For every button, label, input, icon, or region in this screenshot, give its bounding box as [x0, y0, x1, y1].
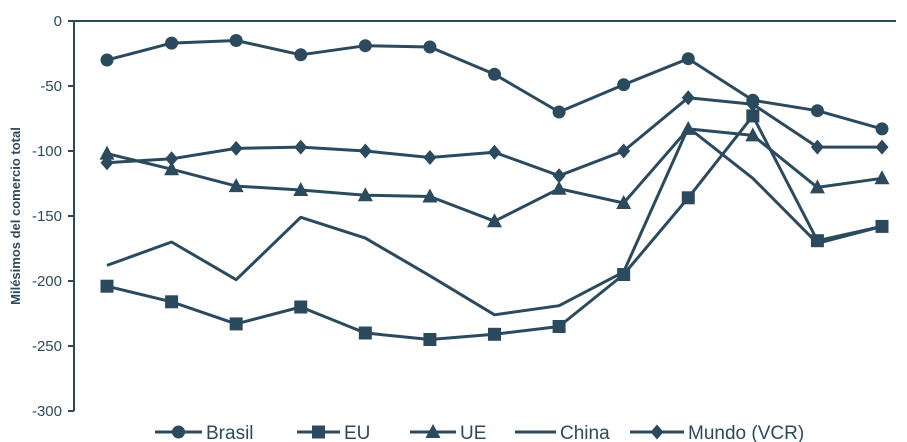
data-point-brasil: [358, 39, 372, 53]
legend-item-brasil: Brasil: [155, 423, 254, 442]
data-point-brasil: [100, 53, 114, 67]
data-point-ue: [745, 127, 761, 142]
data-point-ue: [164, 161, 180, 176]
data-point-brasil: [294, 48, 308, 62]
data-point-brasil: [552, 105, 566, 119]
y-tick-label: -150: [32, 208, 62, 225]
y-axis-title: Milésimos del comercio total: [8, 127, 23, 305]
data-point-mundo-vcr: [488, 144, 501, 160]
data-point-eu: [488, 327, 501, 341]
data-point-eu: [229, 317, 243, 331]
legend-label-ue: UE: [460, 423, 486, 442]
data-point-eu: [681, 191, 695, 205]
legend-marker-ue: [425, 424, 441, 438]
data-point-eu: [423, 333, 437, 346]
data-point-mundo-vcr: [100, 155, 114, 171]
data-point-ue: [293, 182, 309, 196]
series-ue: [99, 120, 890, 228]
legend-label-china: China: [560, 423, 610, 442]
data-point-eu: [746, 109, 760, 123]
data-point-mundo-vcr: [746, 96, 760, 112]
data-point-mundo-vcr: [358, 143, 372, 159]
series-layer: [99, 34, 890, 346]
data-point-brasil: [875, 122, 889, 136]
series-mundo-vcr: [100, 90, 889, 184]
y-tick-label: -250: [32, 338, 62, 355]
data-point-brasil: [488, 67, 501, 81]
data-point-ue: [357, 187, 373, 202]
data-point-eu: [100, 279, 114, 293]
y-tick-label: -300: [32, 403, 62, 420]
legend-marker-eu: [312, 425, 325, 439]
data-point-mundo-vcr: [294, 139, 308, 155]
data-point-ue: [228, 178, 244, 193]
data-point-eu: [358, 326, 372, 340]
data-point-brasil: [423, 40, 437, 54]
series-eu: [100, 109, 889, 346]
y-tick-label: 0: [54, 13, 62, 30]
legend-item-china: China: [515, 423, 610, 442]
data-point-mundo-vcr: [681, 90, 695, 106]
data-point-eu: [165, 295, 179, 309]
legend-marker-mundo-vcr: [650, 424, 664, 440]
data-point-eu: [294, 300, 308, 314]
series-line-china: [106, 126, 883, 317]
y-tick-label: -200: [32, 273, 62, 290]
legend-label-mundo-vcr: Mundo (VCR): [688, 423, 804, 442]
legend-item-ue: UE: [410, 423, 486, 442]
data-point-ue: [874, 170, 890, 185]
data-point-brasil: [617, 78, 631, 92]
data-point-mundo-vcr: [552, 168, 566, 184]
series-brasil: [100, 34, 889, 136]
data-point-mundo-vcr: [810, 139, 824, 155]
series-line-brasil: [106, 39, 883, 131]
legend-label-brasil: Brasil: [206, 423, 254, 442]
data-point-mundo-vcr: [617, 143, 631, 159]
series-line-mundo-vcr: [106, 96, 882, 178]
data-point-ue: [809, 179, 825, 194]
data-point-brasil: [229, 34, 243, 47]
data-point-brasil: [681, 52, 695, 66]
data-point-ue: [616, 195, 632, 209]
legend-item-mundo-vcr: Mundo (VCR): [630, 423, 804, 442]
legend-label-eu: EU: [344, 423, 370, 442]
legend-marker-brasil: [172, 425, 185, 439]
data-point-eu: [552, 320, 566, 333]
axes: 0 -50 -100 -150 -200 -250 -300: [32, 13, 896, 420]
y-tick-label: -100: [32, 143, 62, 160]
series-china: [106, 126, 883, 317]
data-point-mundo-vcr: [165, 151, 179, 167]
data-point-ue: [99, 145, 115, 160]
data-point-brasil: [810, 104, 824, 118]
data-point-mundo-vcr: [423, 150, 437, 165]
data-point-ue: [487, 213, 502, 228]
data-point-mundo-vcr: [229, 140, 243, 156]
data-point-mundo-vcr: [875, 139, 889, 155]
legend-item-eu: EU: [297, 423, 370, 442]
data-point-ue: [422, 188, 438, 203]
data-point-ue: [551, 180, 567, 195]
data-point-eu: [617, 268, 631, 281]
legend: Brasil EU UE China Mundo (VCR): [155, 423, 804, 442]
data-point-brasil: [165, 36, 179, 50]
y-tick-label: -50: [40, 78, 62, 95]
